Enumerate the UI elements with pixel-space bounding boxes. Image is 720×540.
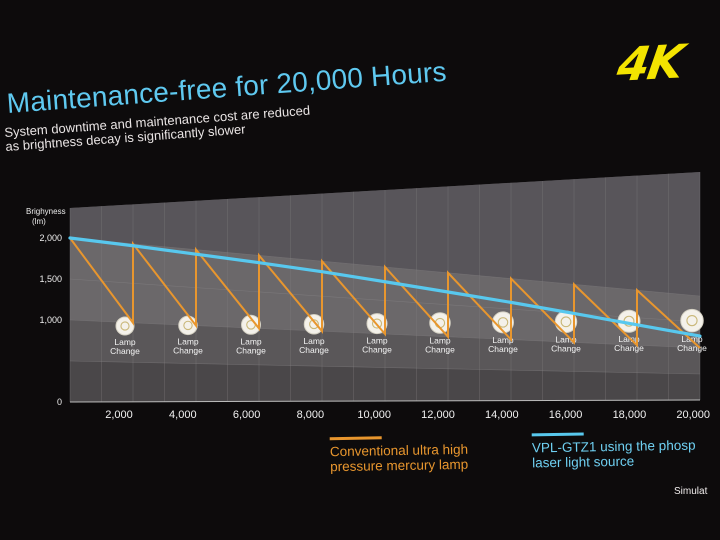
simulation-footnote: Simulat xyxy=(674,486,708,497)
lamp-change-label-line-2: Change xyxy=(299,345,329,355)
lamp-change-icon xyxy=(303,313,325,335)
lamp-bulb-icon xyxy=(560,316,572,328)
lamp-change-label-line-1: Lamp xyxy=(681,334,703,344)
legend-blue-line-2: laser light source xyxy=(532,453,635,471)
lamp-change-label-line-2: Change xyxy=(173,346,203,356)
x-tick-label: 2,000 xyxy=(105,409,133,421)
series-laser-line xyxy=(68,236,702,338)
lamp-change-icon xyxy=(115,316,135,336)
lamp-change-label-line-2: Change xyxy=(425,344,455,354)
legend-laser-source: VPL-GTZ1 using the phosp laser light sou… xyxy=(531,431,696,471)
y-tick-label: 2,000 xyxy=(39,233,62,243)
lamp-change-label-line-1: Lamp xyxy=(555,335,577,345)
lamp-change-label-line-1: Lamp xyxy=(618,334,640,344)
lamp-bulb-icon xyxy=(371,318,383,329)
x-tick-label: 18,000 xyxy=(613,409,647,421)
legend-conventional-lamp: Conventional ultra high pressure mercury… xyxy=(329,435,469,475)
x-axis-line xyxy=(69,399,701,403)
x-tick-label: 14,000 xyxy=(485,409,519,421)
lamp-change-label-line-2: Change xyxy=(677,343,707,353)
lamp-change-icon xyxy=(492,311,514,334)
chart-series xyxy=(68,236,702,349)
grid-line-horizontal xyxy=(69,360,701,375)
lamp-bulb-icon xyxy=(183,320,193,331)
lamp-change-icon xyxy=(241,314,261,335)
lamp-change-label-line-1: Lamp xyxy=(366,336,388,346)
x-tick-label: 6,000 xyxy=(233,409,261,421)
lamp-change-label-line-2: Change xyxy=(614,343,644,353)
lamp-change-label-line-2: Change xyxy=(236,345,266,355)
x-tick-label: 20,000 xyxy=(676,409,710,421)
lamp-change-label-line-1: Lamp xyxy=(429,335,451,345)
legend-orange-line-2: pressure mercury lamp xyxy=(330,456,469,475)
lamp-bulb-icon xyxy=(497,317,509,328)
y-tick-label: 1,500 xyxy=(39,274,62,284)
y-tick-label: 1,000 xyxy=(39,315,62,325)
lamp-change-label-line-1: Lamp xyxy=(240,336,262,346)
y-tick-label: 0 xyxy=(57,397,62,407)
x-tick-label: 10,000 xyxy=(357,409,391,421)
lamp-change-icon xyxy=(429,312,451,334)
legend-blue-line-1: VPL-GTZ1 using the phosp xyxy=(531,437,696,456)
x-tick-label: 16,000 xyxy=(549,409,583,421)
x-tick-label: 4,000 xyxy=(169,409,197,421)
lamp-bulb-icon xyxy=(686,314,698,327)
legend-orange-swatch xyxy=(329,436,382,441)
x-tick-label: 12,000 xyxy=(421,409,455,421)
lamp-change-label-line-2: Change xyxy=(110,346,140,356)
series-mercury-lamp-line xyxy=(69,237,701,349)
y-axis-title-line-1: Brighyness xyxy=(26,207,66,216)
lamp-change-label-line-1: Lamp xyxy=(492,335,514,345)
lamp-change-markers: LampChangeLampChangeLampChangeLampChange… xyxy=(110,308,707,356)
y-axis-title-line-2: (lm) xyxy=(32,217,46,226)
lamp-change-label-line-2: Change xyxy=(551,344,581,354)
lamp-change-label-line-2: Change xyxy=(488,344,518,354)
lamp-change-label-line-2: Change xyxy=(362,345,392,355)
legend-blue-swatch xyxy=(531,432,584,437)
lamp-change-label-line-1: Lamp xyxy=(177,337,199,347)
lamp-bulb-icon xyxy=(120,321,130,331)
chart-axes: 2,000 1,500 1,000 0 Brighyness(lm) 2,000 4,000… xyxy=(26,207,710,421)
lamp-change-icon xyxy=(680,308,704,333)
x-tick-label: 8,000 xyxy=(297,409,325,421)
lamp-bulb-icon xyxy=(309,319,319,330)
lamp-change-label-line-1: Lamp xyxy=(303,336,325,346)
lamp-change-icon xyxy=(178,315,198,336)
lamp-change-label-line-1: Lamp xyxy=(114,337,136,347)
